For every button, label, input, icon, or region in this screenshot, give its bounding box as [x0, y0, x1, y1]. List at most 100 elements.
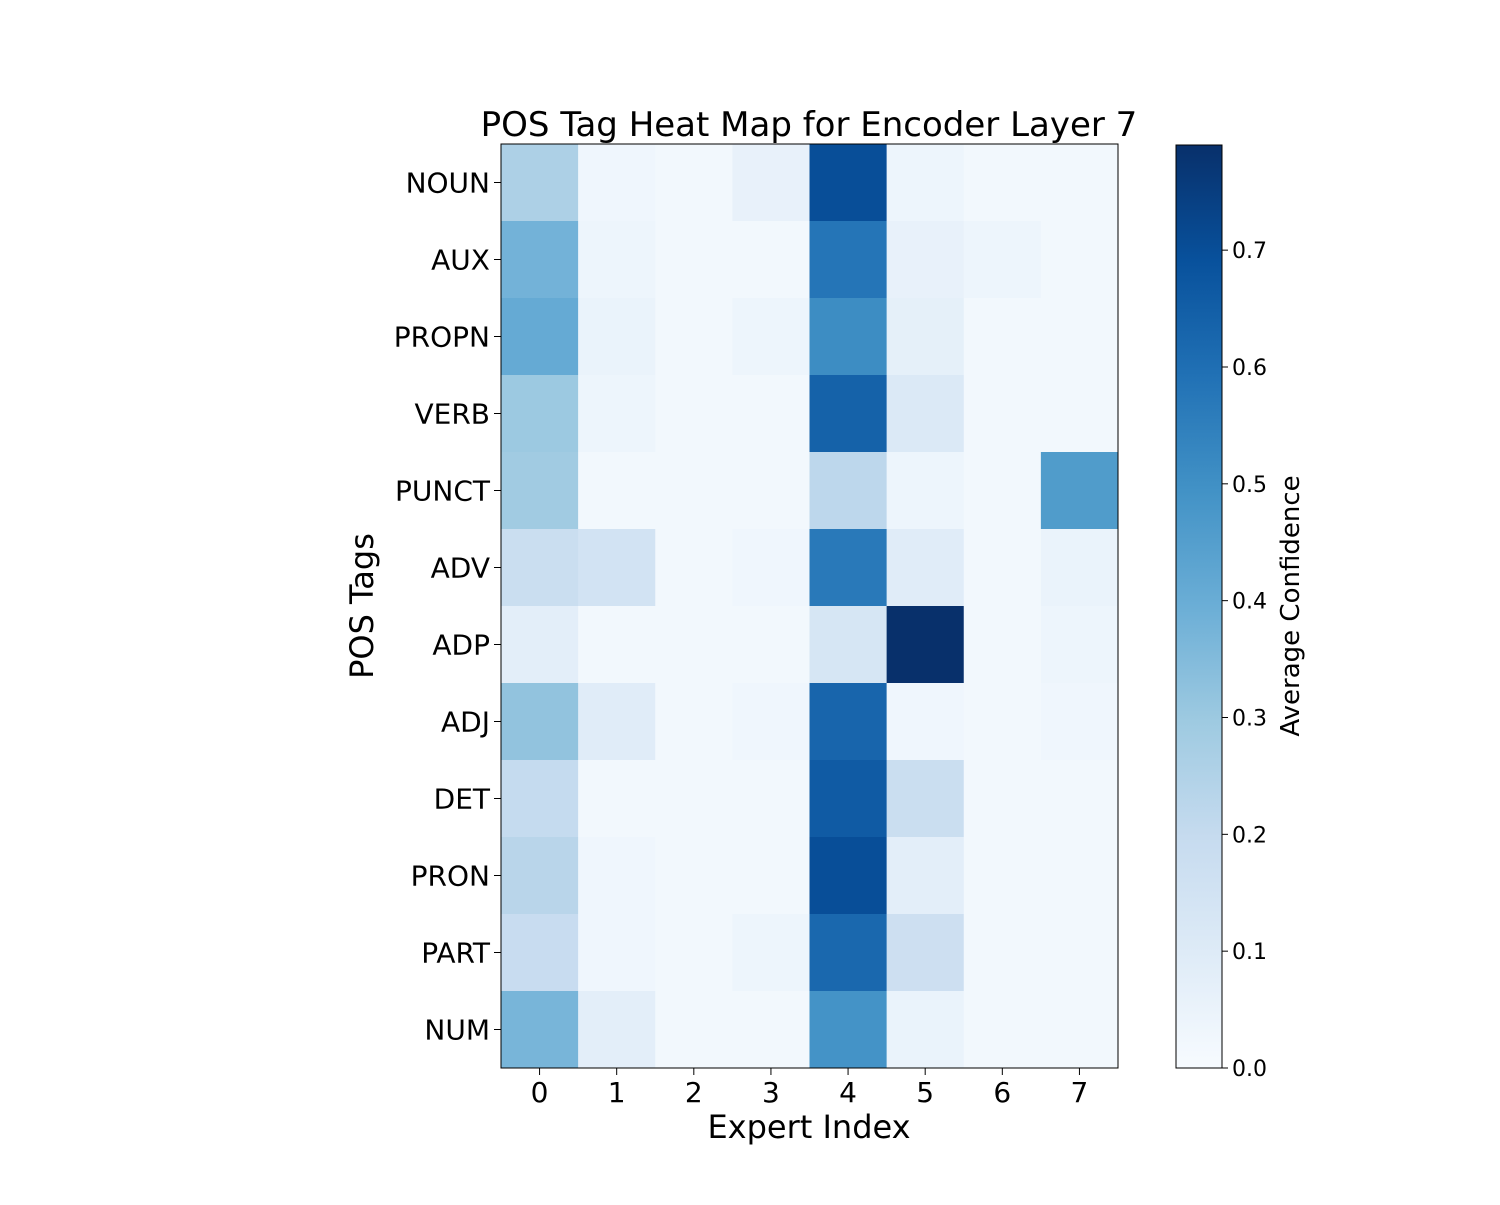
heatmap-cell — [886, 991, 965, 1069]
x-tick-label: 4 — [839, 1076, 857, 1109]
heatmap-cell — [963, 144, 1042, 222]
y-tick-label: ADV — [431, 552, 490, 585]
heatmap-cell — [655, 529, 733, 607]
heatmap-cell — [732, 837, 810, 915]
heatmap-cell — [809, 837, 888, 915]
heatmap-cell — [732, 144, 810, 222]
heatmap-cell — [501, 991, 579, 1069]
y-tick-label: ADJ — [441, 706, 490, 739]
colorbar-label: Average Confidence — [1276, 475, 1306, 736]
heatmap-cell — [886, 298, 965, 376]
heatmap-cell — [732, 375, 810, 453]
heatmap-cell — [1040, 991, 1119, 1069]
heatmap-cell — [963, 221, 1042, 299]
heatmap-cell — [886, 529, 965, 607]
heatmap-cell — [732, 914, 810, 992]
colorbar-tick-label: 0.4 — [1232, 590, 1267, 615]
colorbar-tick-label: 0.1 — [1232, 940, 1267, 965]
heatmap-cell — [501, 144, 579, 222]
heatmap-cell — [886, 837, 965, 915]
colorbar — [1175, 144, 1223, 1069]
heatmap-cell — [886, 144, 965, 222]
heatmap-cell — [809, 375, 888, 453]
heatmap-cell — [1040, 144, 1119, 222]
x-tick-label: 6 — [993, 1076, 1011, 1109]
heatmap-cell — [809, 221, 888, 299]
heatmap-cell — [809, 452, 888, 530]
heatmap-cell — [1040, 375, 1119, 453]
heatmap-cell — [886, 452, 965, 530]
heatmap-cell — [578, 144, 656, 222]
heatmap-cell — [578, 221, 656, 299]
heatmap-cell — [655, 991, 733, 1069]
y-tick-label: NOUN — [406, 167, 490, 200]
heatmap-cell — [886, 683, 965, 761]
heatmap-cell — [1040, 606, 1119, 684]
heatmap-cell — [809, 606, 888, 684]
heatmap-cell — [809, 991, 888, 1069]
heatmap-cell — [655, 221, 733, 299]
heatmap-cell — [809, 298, 888, 376]
heatmap-cell — [886, 221, 965, 299]
heatmap-cell — [655, 837, 733, 915]
y-tick-label: PRON — [411, 860, 490, 893]
x-tick-label: 5 — [916, 1076, 934, 1109]
heatmap-cell — [732, 606, 810, 684]
heatmap-cell — [578, 991, 656, 1069]
colorbar-tick-label: 0.6 — [1232, 356, 1267, 381]
heatmap-cell — [886, 760, 965, 838]
heatmap-cell — [501, 529, 579, 607]
heatmap-cell — [655, 298, 733, 376]
x-tick-label: 3 — [762, 1076, 780, 1109]
heatmap-cell — [886, 914, 965, 992]
y-tick-label: NUM — [424, 1014, 490, 1047]
x-axis-ticks: 0 1 2 3 4 5 6 7 — [531, 1068, 1089, 1109]
heatmap-cell — [963, 375, 1042, 453]
heatmap-cell — [963, 529, 1042, 607]
colorbar-tick-label: 0.2 — [1232, 823, 1267, 848]
heatmap-cell — [1040, 529, 1119, 607]
heatmap-cell — [886, 606, 965, 684]
heatmap-cell — [501, 452, 579, 530]
heatmap-cell — [501, 837, 579, 915]
y-tick-label: AUX — [431, 244, 490, 277]
heatmap-cell — [501, 760, 579, 838]
heatmap-cell — [501, 221, 579, 299]
y-tick-label: ADP — [432, 629, 490, 662]
heatmap-cell — [655, 452, 733, 530]
x-tick-label: 7 — [1071, 1076, 1089, 1109]
x-axis-label: Expert Index — [707, 1108, 910, 1146]
heatmap-cell — [732, 221, 810, 299]
heatmap-cell — [578, 375, 656, 453]
heatmap-cell — [732, 760, 810, 838]
heatmap-cell — [1040, 221, 1119, 299]
colorbar-ticks: 0.0 0.1 0.2 0.3 0.4 0.5 0.6 0.7 — [1222, 239, 1267, 1082]
heatmap-cell — [578, 914, 656, 992]
heatmap-cell — [809, 144, 888, 222]
y-axis-ticks: NOUN AUX PROPN VERB PUNCT ADV ADP ADJ DET PRON PAR… — [394, 167, 501, 1047]
heatmap-cell — [809, 760, 888, 838]
heatmap-cell — [963, 606, 1042, 684]
heatmap-cell — [1040, 452, 1119, 530]
heatmap-cell — [732, 452, 810, 530]
heatmap-cell — [578, 452, 656, 530]
plot-frame — [500, 143, 1119, 1069]
heatmap-cell — [732, 991, 810, 1069]
heatmap-cell — [578, 837, 656, 915]
heatmap-cell — [578, 298, 656, 376]
y-tick-label: PROPN — [394, 321, 490, 354]
heatmap-cell — [578, 529, 656, 607]
x-tick-label: 2 — [685, 1076, 703, 1109]
heatmap-cell — [655, 760, 733, 838]
heatmap-cell — [1040, 914, 1119, 992]
heatmap-cell — [732, 683, 810, 761]
y-axis-label: POS Tags — [343, 533, 381, 679]
heatmap-cell — [809, 683, 888, 761]
heatmap-cell — [501, 298, 579, 376]
heatmap-cell — [655, 375, 733, 453]
x-tick-label: 0 — [531, 1076, 549, 1109]
heatmap-cell — [501, 375, 579, 453]
heatmap-cell — [732, 529, 810, 607]
